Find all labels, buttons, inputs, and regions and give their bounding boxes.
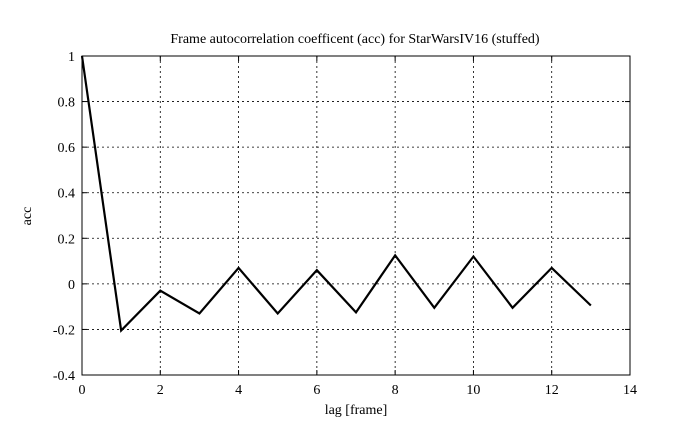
x-tick-label: 6 bbox=[313, 383, 320, 398]
grid bbox=[82, 56, 630, 375]
acc-series-line bbox=[80, 55, 592, 333]
y-tick-label: 0.6 bbox=[58, 141, 76, 156]
y-axis-label: acc bbox=[20, 207, 35, 226]
x-tick-label: 8 bbox=[392, 383, 399, 398]
plot-frame bbox=[81, 55, 631, 376]
x-tick-label: 10 bbox=[466, 383, 480, 398]
y-tick-label: -0.2 bbox=[53, 323, 75, 338]
chart-title: Frame autocorrelation coefficent (acc) f… bbox=[170, 32, 540, 47]
x-tick-label: 4 bbox=[235, 383, 242, 398]
y-tick-label: 0.8 bbox=[58, 96, 76, 111]
x-axis-label: lag [frame] bbox=[325, 403, 388, 418]
x-tick-label: 0 bbox=[79, 383, 86, 398]
y-tick-label: -0.4 bbox=[53, 369, 75, 384]
x-tick-label: 2 bbox=[157, 383, 164, 398]
y-tick-label: 0.2 bbox=[58, 232, 76, 247]
x-tick-label: 14 bbox=[623, 383, 637, 398]
y-tick-label: 0.4 bbox=[58, 187, 76, 202]
y-tick-label: 1 bbox=[68, 50, 75, 65]
y-axis-ticks: -0.4 -0.2 0 0.2 0.4 0.6 0.8 1 bbox=[53, 50, 630, 384]
x-axis-ticks: 0 2 4 6 8 10 12 14 bbox=[79, 56, 637, 398]
series-layer bbox=[80, 55, 592, 333]
y-tick-label: 0 bbox=[68, 278, 75, 293]
x-tick-label: 12 bbox=[545, 383, 559, 398]
